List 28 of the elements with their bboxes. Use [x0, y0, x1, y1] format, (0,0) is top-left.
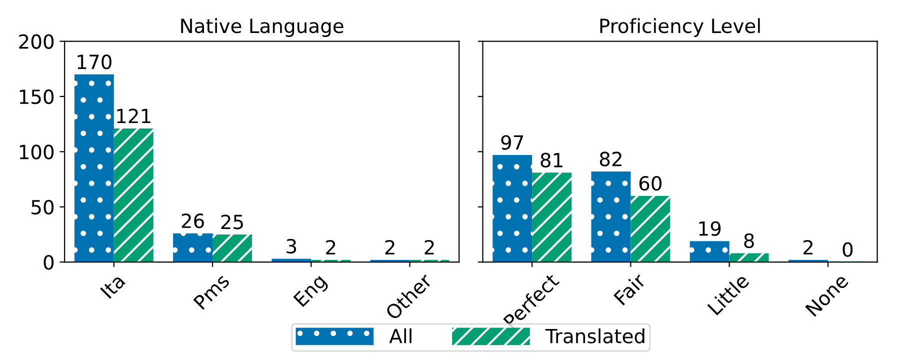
y-tick-label: 150	[20, 89, 54, 104]
data-label: 60	[639, 176, 662, 191]
data-label: 2	[424, 240, 434, 254]
x-tick-label: Ita	[100, 273, 126, 299]
data-label: 19	[699, 221, 721, 236]
data-label: 25	[221, 214, 243, 230]
data-label: 2	[326, 240, 336, 254]
data-label: 3	[286, 238, 296, 254]
data-label: 26	[182, 214, 204, 228]
legend-label: Translated	[545, 328, 644, 344]
data-label: 97	[501, 135, 524, 150]
data-label: 170	[78, 54, 112, 70]
y-tick-label: 100	[20, 144, 54, 160]
chart-title: Native Language	[181, 18, 344, 37]
legend-label: All	[389, 328, 412, 344]
data-label: 0	[842, 242, 853, 257]
data-label: 82	[600, 152, 622, 166]
y-tick-label: 0	[44, 255, 54, 270]
y-tick-label: 200	[19, 34, 54, 49]
x-tick-label: Fair	[613, 272, 647, 306]
data-label: 2	[803, 240, 812, 254]
y-tick-label: 50	[32, 200, 54, 215]
x-tick-label: Eng	[293, 273, 330, 310]
data-label: 2	[385, 240, 394, 254]
chart-title: Proficiency Level	[600, 18, 760, 37]
data-label: 8	[744, 233, 754, 248]
data-label: 121	[117, 108, 150, 124]
data-label: 81	[540, 152, 562, 168]
